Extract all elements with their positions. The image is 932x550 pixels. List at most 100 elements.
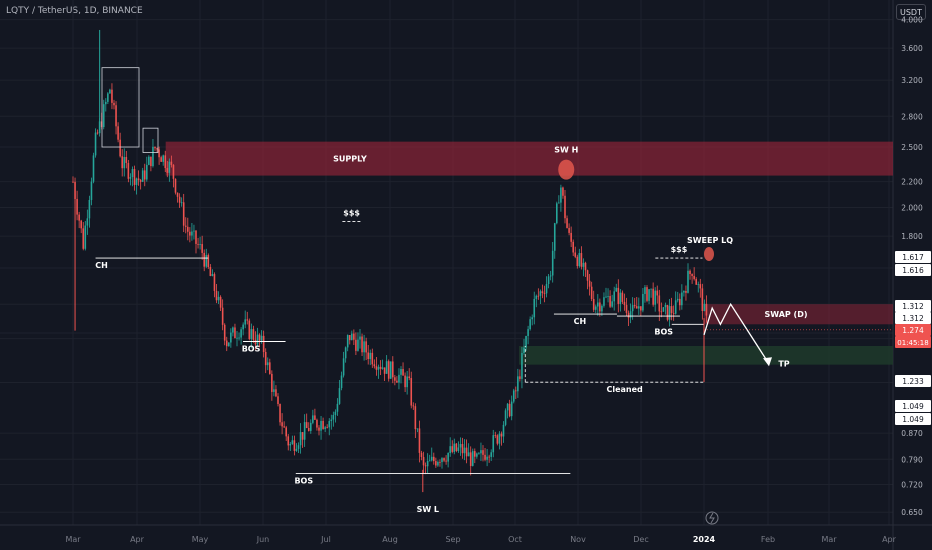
candle-body [506,403,509,411]
candle-body [387,361,390,379]
candle-body [351,333,353,341]
candle-body [260,335,263,341]
candle-body [597,302,599,307]
candle-body [400,368,402,375]
candle-body [96,132,99,134]
price-tag: 1.049 [902,415,924,424]
y-tick-label: 3.600 [901,44,923,53]
zone-rect [704,304,893,325]
candle-body [107,93,109,102]
candle-body [683,290,685,293]
y-tick-label: 4.000 [901,16,923,25]
candle-body [221,307,224,325]
price-tag: 01:45:18 [897,339,928,347]
candle-body [219,296,222,308]
candle-body [373,364,376,367]
candle-body [162,155,164,162]
candle-body [326,427,328,429]
candle-body [234,327,236,339]
candle-body [230,332,232,343]
level-label: BOS [242,345,261,354]
candle-body [248,320,251,340]
price-tag-bg [895,264,931,276]
candle-body [498,433,501,444]
candle-body [189,231,191,236]
candle-body [611,301,613,307]
candle-body [519,376,521,379]
candle-body [193,230,195,232]
candle-body [547,276,550,284]
candle-body [160,157,162,162]
candle-body [344,347,347,359]
candle-body [314,415,316,420]
candle-body [586,270,589,281]
candle-body [650,288,652,290]
candle-body [324,427,326,429]
candle-body [660,311,663,313]
candle-body [638,306,640,309]
candle-body [318,427,320,431]
candle-body [170,161,173,165]
candle-body [627,312,630,318]
candle-body [330,419,333,422]
candle-body [572,241,574,253]
candle-body [269,362,271,374]
candle-body [367,352,369,360]
candle-body [482,450,484,455]
candle-body [310,422,312,431]
candle-body [609,296,611,307]
candle-body [564,195,566,219]
candle-body [158,149,160,158]
price-tag-bg [895,375,931,387]
projection-path [703,302,769,363]
candle-body [635,306,638,309]
candle-body [232,327,234,333]
candle-body [517,376,519,392]
candle-body [551,250,554,276]
candle-body [570,232,572,242]
candle-body [129,177,132,179]
candle-body [652,288,654,305]
candle-body [252,329,255,340]
x-tick-label: Jun [256,535,270,544]
candle-body [301,432,304,440]
price-tag-bg [895,336,931,348]
candle-body [560,187,562,203]
candle-body [287,436,290,446]
candle-body [184,225,187,227]
candle-body [225,340,228,347]
candle-body [664,304,667,308]
candle-body [494,435,497,436]
candle-body [619,292,622,304]
y-tick-label: 3.200 [901,76,923,85]
candle-body [623,301,626,305]
level-label: CH [95,261,108,270]
candle-body [693,275,695,280]
level-label: BOS [654,327,673,336]
candle-body [111,89,113,103]
candle-body [203,252,205,267]
candle-body [406,376,408,388]
candle-body [379,366,382,369]
currency-button[interactable]: USDT [896,4,926,20]
price-tag-bg [895,324,931,336]
candle-body [127,163,130,179]
candle-body [705,303,708,316]
candle-body [365,341,367,353]
candle-body [549,275,552,277]
candle-body [556,203,558,224]
candle-body [371,352,374,365]
candle-body [320,420,322,431]
candle-body [469,452,472,466]
price-tag: 1.616 [902,266,924,275]
candle-body [340,375,343,389]
candle-body [383,367,386,374]
candle-body [293,440,296,451]
candle-body [164,155,167,169]
candle-body [115,105,117,127]
candle-body [174,178,177,193]
candle-body [355,339,357,351]
candle-body [625,304,628,313]
candle-body [250,329,253,340]
